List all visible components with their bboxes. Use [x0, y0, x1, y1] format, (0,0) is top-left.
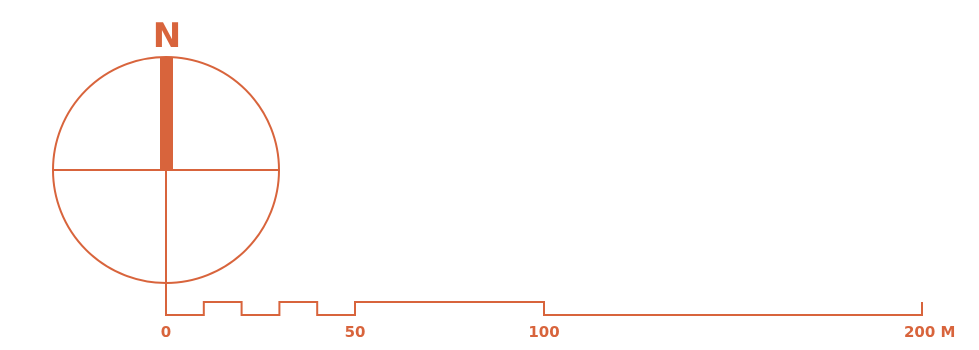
scale-label-200: 200 M: [904, 323, 955, 341]
north-label: N: [153, 16, 181, 56]
scale-bar-labels: 0 50 100 200 M: [161, 323, 956, 341]
scale-label-0: 0: [161, 323, 171, 341]
scale-bar: 0 50 100 200 M: [161, 301, 956, 341]
scale-label-100: 100: [528, 323, 559, 341]
north-needle: [160, 57, 173, 170]
scale-bar-line: [165, 301, 923, 316]
north-arrow-compass: N: [52, 16, 280, 315]
scale-label-50: 50: [345, 323, 366, 341]
